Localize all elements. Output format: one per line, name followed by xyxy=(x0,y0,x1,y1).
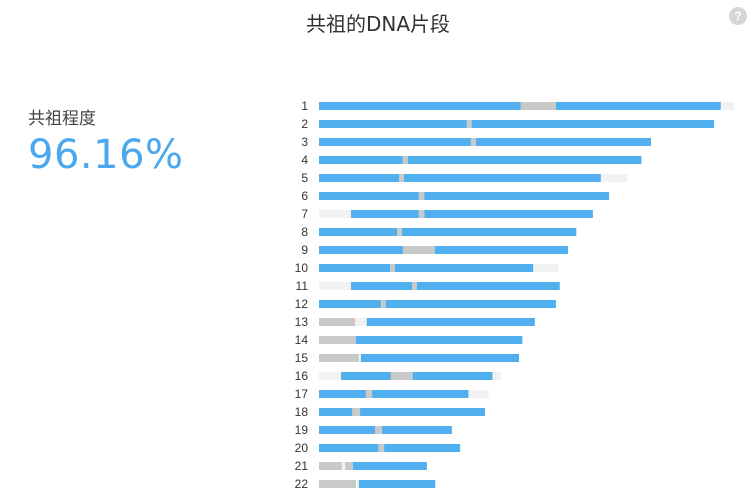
chromosome-label: 19 xyxy=(295,423,309,437)
chromosome-label: 11 xyxy=(296,279,309,293)
shared-dna-segment[interactable] xyxy=(555,102,721,110)
shared-dna-segment[interactable] xyxy=(319,174,400,182)
non-shared-segment xyxy=(375,426,383,434)
chromosome-label: 5 xyxy=(301,171,308,185)
shared-dna-segment[interactable] xyxy=(385,300,556,308)
chromosome-label: 14 xyxy=(295,333,309,347)
shared-dna-segment[interactable] xyxy=(319,138,471,146)
shared-dna-segment[interactable] xyxy=(319,408,353,416)
shared-dna-segment[interactable] xyxy=(319,264,390,272)
shared-dna-segment[interactable] xyxy=(402,228,577,236)
non-shared-segment xyxy=(319,354,359,362)
shared-dna-segment[interactable] xyxy=(319,228,398,236)
shared-dna-segment[interactable] xyxy=(394,264,534,272)
similarity-value: 96.16% xyxy=(28,132,184,178)
shared-dna-segment[interactable] xyxy=(424,210,593,218)
shared-dna-segment[interactable] xyxy=(319,300,381,308)
non-shared-segment xyxy=(390,372,413,380)
shared-dna-segment[interactable] xyxy=(471,120,715,128)
shared-dna-segment[interactable] xyxy=(372,390,469,398)
non-shared-segment xyxy=(418,192,425,200)
shared-dna-segment[interactable] xyxy=(404,174,601,182)
shared-dna-segment[interactable] xyxy=(416,282,560,290)
non-shared-segment xyxy=(319,318,356,326)
non-shared-segment xyxy=(402,246,435,254)
chromosome-label: 4 xyxy=(301,153,308,167)
non-shared-segment xyxy=(520,102,556,110)
chromosome-label: 20 xyxy=(295,441,309,455)
shared-dna-segment[interactable] xyxy=(360,408,485,416)
non-shared-segment xyxy=(319,462,342,470)
chromosome-label: 2 xyxy=(301,117,308,131)
non-shared-segment xyxy=(319,480,356,488)
shared-dna-segment[interactable] xyxy=(424,192,610,200)
shared-dna-segment[interactable] xyxy=(319,156,403,164)
non-shared-segment xyxy=(470,138,476,146)
chromosome-label: 9 xyxy=(301,243,308,257)
chromosome-label: 10 xyxy=(295,261,309,275)
non-shared-segment xyxy=(380,300,386,308)
chromosome-label: 13 xyxy=(295,315,309,329)
chromosome-label: 7 xyxy=(301,207,308,221)
shared-dna-segment[interactable] xyxy=(407,156,642,164)
chromosome-label: 12 xyxy=(295,297,309,311)
page-title: 共祖的DNA片段 xyxy=(305,12,451,36)
non-shared-segment xyxy=(402,156,408,164)
shared-dna-segment[interactable] xyxy=(319,102,521,110)
shared-dna-segment[interactable] xyxy=(382,426,452,434)
non-shared-segment xyxy=(378,444,385,452)
shared-dna-segment[interactable] xyxy=(358,480,436,488)
non-shared-segment xyxy=(399,174,405,182)
chromosome-label: 18 xyxy=(295,405,309,419)
non-shared-segment xyxy=(352,408,361,416)
shared-dna-segment[interactable] xyxy=(434,246,568,254)
shared-dna-segment[interactable] xyxy=(319,246,403,254)
shared-dna-segment[interactable] xyxy=(319,390,366,398)
shared-dna-segment[interactable] xyxy=(340,372,391,380)
non-shared-segment xyxy=(319,336,356,344)
shared-dna-segment[interactable] xyxy=(350,210,419,218)
shared-dna-segment[interactable] xyxy=(355,336,523,344)
shared-dna-segment[interactable] xyxy=(319,426,376,434)
chromosome-label: 15 xyxy=(295,351,309,365)
non-shared-segment xyxy=(345,462,354,470)
shared-dna-segment[interactable] xyxy=(360,354,520,362)
non-shared-segment xyxy=(411,282,417,290)
shared-dna-segment[interactable] xyxy=(350,282,412,290)
chromosome-label: 1 xyxy=(301,99,308,113)
shared-dna-segment[interactable] xyxy=(353,462,427,470)
shared-dna-segment[interactable] xyxy=(319,444,379,452)
similarity-label: 共祖程度 xyxy=(28,109,96,129)
help-icon[interactable]: ? xyxy=(729,7,747,25)
chromosome-label: 21 xyxy=(295,459,309,473)
non-shared-segment xyxy=(389,264,395,272)
non-shared-segment xyxy=(466,120,472,128)
shared-dna-segment[interactable] xyxy=(366,318,535,326)
shared-dna-segment[interactable] xyxy=(412,372,493,380)
non-shared-segment xyxy=(418,210,425,218)
chromosome-label: 3 xyxy=(301,135,308,149)
chromosome-label: 8 xyxy=(301,225,308,239)
non-shared-segment xyxy=(365,390,373,398)
chromosome-label: 16 xyxy=(295,369,309,383)
chromosome-label: 6 xyxy=(301,189,308,203)
chromosome-label: 17 xyxy=(295,387,309,401)
shared-dna-segment[interactable] xyxy=(475,138,651,146)
shared-dna-segment[interactable] xyxy=(384,444,461,452)
shared-dna-segment[interactable] xyxy=(319,120,467,128)
non-shared-segment xyxy=(397,228,402,236)
shared-dna-segment[interactable] xyxy=(319,192,419,200)
chromosome-label: 22 xyxy=(295,477,309,491)
